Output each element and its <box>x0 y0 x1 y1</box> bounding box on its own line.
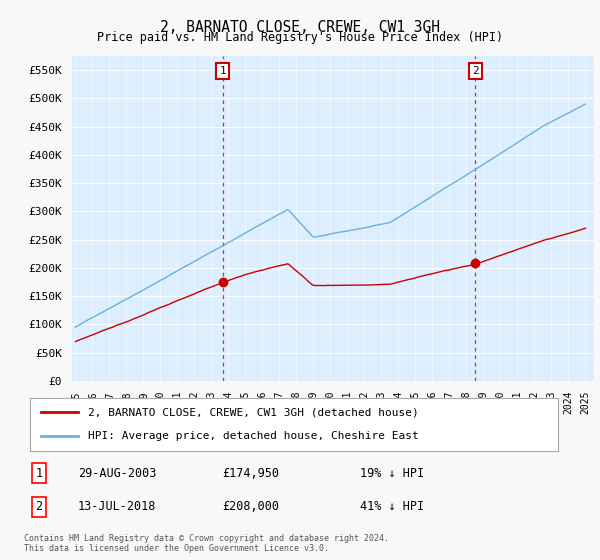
Text: 2: 2 <box>35 500 43 514</box>
Text: 2: 2 <box>472 66 479 76</box>
Text: 19% ↓ HPI: 19% ↓ HPI <box>360 466 424 480</box>
Text: HPI: Average price, detached house, Cheshire East: HPI: Average price, detached house, Ches… <box>88 431 419 441</box>
Text: 29-AUG-2003: 29-AUG-2003 <box>78 466 157 480</box>
Text: 1: 1 <box>219 66 226 76</box>
Text: Contains HM Land Registry data © Crown copyright and database right 2024.
This d: Contains HM Land Registry data © Crown c… <box>24 534 389 553</box>
Text: Price paid vs. HM Land Registry's House Price Index (HPI): Price paid vs. HM Land Registry's House … <box>97 31 503 44</box>
Text: 1: 1 <box>35 466 43 480</box>
Text: 13-JUL-2018: 13-JUL-2018 <box>78 500 157 514</box>
Text: £174,950: £174,950 <box>222 466 279 480</box>
Text: £208,000: £208,000 <box>222 500 279 514</box>
Text: 2, BARNATO CLOSE, CREWE, CW1 3GH: 2, BARNATO CLOSE, CREWE, CW1 3GH <box>160 20 440 35</box>
Text: 41% ↓ HPI: 41% ↓ HPI <box>360 500 424 514</box>
Text: 2, BARNATO CLOSE, CREWE, CW1 3GH (detached house): 2, BARNATO CLOSE, CREWE, CW1 3GH (detach… <box>88 408 419 418</box>
